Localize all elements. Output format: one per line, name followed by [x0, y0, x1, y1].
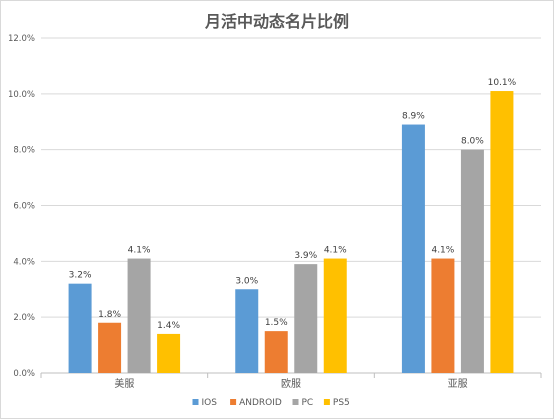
data-label: 8.0%: [461, 137, 484, 147]
data-label: 3.9%: [294, 251, 317, 261]
data-label: 1.8%: [98, 310, 121, 320]
legend-swatch: [292, 399, 299, 405]
bar: [294, 264, 318, 373]
chart-title: 月活中动态名片比例: [204, 12, 349, 31]
legend-label: ANDROID: [239, 398, 282, 408]
legend-swatch: [230, 399, 237, 405]
y-tick-label: 10.0%: [8, 90, 35, 100]
data-label: 4.1%: [324, 246, 347, 256]
data-label: 8.9%: [402, 112, 425, 122]
y-tick-label: 6.0%: [13, 202, 35, 212]
bar: [460, 149, 484, 373]
x-tick-label: 亚服: [448, 378, 468, 390]
legend-label: PC: [302, 398, 314, 408]
legend-swatch: [192, 399, 199, 405]
y-tick-label: 8.0%: [13, 146, 35, 156]
legend-swatch: [323, 399, 330, 405]
y-tick-label: 0.0%: [13, 369, 35, 379]
y-tick-label: 2.0%: [13, 313, 35, 323]
bar: [98, 322, 122, 373]
data-label: 1.5%: [265, 318, 288, 328]
x-tick-label: 美服: [114, 377, 134, 390]
data-label: 1.4%: [157, 321, 180, 331]
data-label: 3.2%: [69, 271, 92, 281]
bar: [68, 283, 92, 373]
data-label: 4.1%: [128, 246, 151, 256]
data-label: 10.1%: [488, 78, 517, 88]
y-tick-label: 4.0%: [13, 257, 35, 267]
data-label: 4.1%: [431, 246, 454, 256]
bar: [127, 258, 151, 373]
bar: [431, 258, 455, 373]
x-tick-label: 欧服: [281, 378, 301, 390]
y-tick-label: 12.0%: [8, 34, 35, 44]
bar: [490, 91, 514, 374]
bar: [264, 331, 288, 373]
legend-label: PS5: [333, 398, 350, 408]
bar: [235, 289, 259, 373]
bar: [401, 124, 425, 374]
data-label: 3.0%: [235, 276, 258, 286]
bar: [323, 258, 347, 373]
bar: [157, 333, 181, 373]
legend-label: IOS: [202, 398, 218, 408]
